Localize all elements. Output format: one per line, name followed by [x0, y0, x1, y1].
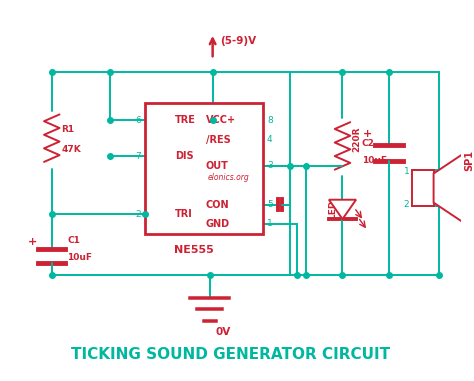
- Text: /RES: /RES: [206, 134, 231, 145]
- Text: CON: CON: [206, 200, 229, 210]
- Text: C1: C1: [67, 236, 80, 245]
- Text: +: +: [28, 237, 37, 247]
- Text: TRI: TRI: [175, 209, 192, 219]
- Text: 5: 5: [267, 200, 273, 209]
- Text: 0V: 0V: [216, 327, 231, 337]
- Polygon shape: [329, 200, 356, 219]
- Text: 10uF: 10uF: [362, 157, 387, 165]
- Polygon shape: [434, 154, 463, 222]
- Text: 7: 7: [135, 152, 141, 161]
- Text: 1: 1: [267, 219, 273, 229]
- Text: GND: GND: [206, 219, 230, 229]
- Text: LED: LED: [328, 200, 337, 219]
- Text: 47K: 47K: [62, 145, 81, 154]
- Text: (5-9)V: (5-9)V: [220, 36, 256, 46]
- Text: 8: 8: [267, 116, 273, 125]
- Text: elonics.org: elonics.org: [208, 173, 249, 182]
- Text: 1: 1: [403, 167, 410, 176]
- Text: C2: C2: [362, 139, 375, 148]
- Text: SP1: SP1: [465, 150, 474, 171]
- Text: VCC+: VCC+: [206, 115, 236, 125]
- Text: NE555: NE555: [174, 245, 214, 255]
- Text: 2: 2: [135, 210, 141, 219]
- Text: OUT: OUT: [206, 161, 229, 171]
- Bar: [145, 103, 263, 234]
- Text: R1: R1: [62, 125, 74, 134]
- Text: 220R: 220R: [352, 127, 361, 152]
- Text: 10uF: 10uF: [67, 253, 92, 263]
- Text: 6: 6: [135, 116, 141, 125]
- Text: TRE: TRE: [175, 115, 196, 125]
- Text: 3: 3: [267, 161, 273, 170]
- Text: +: +: [363, 129, 372, 139]
- Text: TICKING SOUND GENERATOR CIRCUIT: TICKING SOUND GENERATOR CIRCUIT: [72, 347, 391, 362]
- Text: 2: 2: [404, 200, 410, 209]
- Text: DIS: DIS: [175, 151, 193, 161]
- Text: 4: 4: [267, 135, 273, 144]
- Bar: [412, 170, 434, 207]
